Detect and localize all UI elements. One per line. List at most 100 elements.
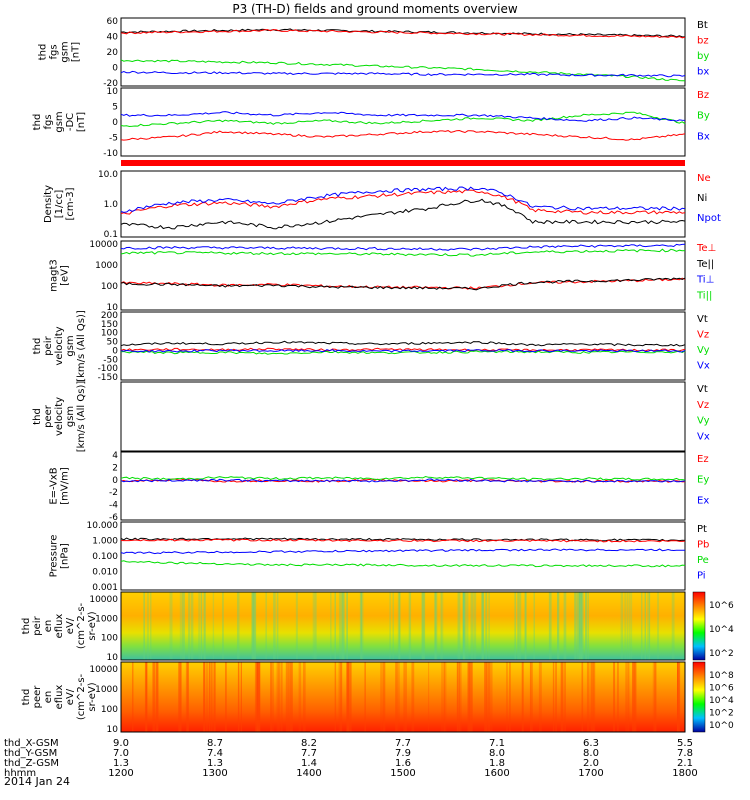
fgs_dc-legend-Bx: Bx (697, 131, 710, 142)
electron_spec-spectrogram-stripe (298, 662, 302, 732)
ion_spec-spectrogram-stripe (343, 592, 345, 660)
ion_velocity-series-Vt (120, 340, 686, 347)
ion_spec-ytick: 1000 (95, 614, 118, 624)
temperature-ytick: 1000 (95, 261, 118, 271)
x-row-value: 1400 (296, 768, 321, 779)
ion_spec-spectrogram-stripe (466, 592, 469, 660)
ion_spec-spectrogram-stripe (557, 592, 560, 660)
ion_spec-spectrogram-stripe (581, 592, 584, 660)
x-row-value: 6.3 (583, 738, 599, 749)
electron_spec-spectrogram-stripe (237, 662, 240, 732)
ion_spec-spectrogram-stripe (236, 592, 240, 660)
x-row-label: hhmm (4, 768, 36, 779)
ion_spec-spectrogram-stripe (334, 592, 336, 660)
fgs_total-ytick: 0 (112, 64, 118, 74)
electron_velocity-legend-Vy: Vy (697, 416, 710, 427)
pressure-legend-Pi: Pi (697, 571, 706, 582)
electron_spec-ytick: 100 (101, 705, 118, 715)
ion_spec-spectrogram-stripe (190, 592, 194, 660)
electron_spec-spectrogram-stripe (383, 662, 386, 732)
efield-ytick: 4 (112, 451, 118, 461)
fgs_total-legend-bx: bx (697, 67, 709, 78)
ion_velocity-frame (120, 311, 686, 381)
ion_spec-spectrogram-stripe (203, 592, 206, 660)
ion_spec-spectrogram-stripe (330, 592, 332, 660)
ion_velocity-ytick: -50 (103, 355, 118, 365)
pressure-legend-Pb: Pb (697, 540, 709, 551)
electron_spec-spectrogram-stripe (443, 662, 445, 732)
electron_spec-colorbar (692, 661, 706, 733)
electron_spec-ylabel: en (43, 691, 54, 704)
electron_spec-spectrogram-stripe (403, 662, 405, 732)
fgs_dc-ylabel: thd (32, 114, 43, 131)
fgs_total-frame (120, 17, 686, 87)
ion_velocity-ytick: 200 (101, 311, 118, 321)
efield-series-Ex (120, 478, 686, 483)
fgs_total-legend-bz: bz (697, 36, 709, 47)
ion_velocity-ytick: -150 (98, 373, 119, 383)
electron_spec-spectrogram-stripe (240, 662, 242, 732)
electron_velocity-ylabel: peer (43, 404, 54, 428)
electron_spec-spectrogram-stripe (677, 662, 681, 732)
panel-electron_spec (120, 661, 706, 733)
electron_spec-spectrogram-stripe (555, 662, 557, 732)
temperature-frame (120, 240, 686, 311)
ion_spec-spectrogram-stripe (628, 592, 631, 660)
ion_spec-spectrogram-stripe (424, 592, 426, 660)
ion_spec-spectrogram-stripe (640, 592, 643, 660)
plot-title: P3 (TH-D) fields and ground moments over… (232, 2, 517, 16)
ion_spec-spectrogram-stripe (360, 592, 362, 660)
ion_spec-spectrogram-stripe (579, 592, 583, 660)
ion_spec-ylabel: (cm^2-s- (76, 602, 87, 649)
ion_spec-spectrogram-stripe (576, 592, 580, 660)
density-series-Ne (120, 189, 686, 215)
fgs_dc-ytick: -10 (103, 149, 118, 159)
ion_spec-spectrogram-stripe (251, 592, 255, 660)
electron_spec-spectrogram-stripe (509, 662, 511, 732)
x-row-value: 1500 (390, 768, 415, 779)
ion_spec-spectrogram-stripe (273, 592, 276, 660)
ion_spec-spectrogram-stripe (313, 592, 316, 660)
ion_spec-frame (120, 591, 686, 661)
x-row-value: 1.3 (207, 758, 223, 769)
fgs_total-legend-Bt: Bt (697, 20, 708, 31)
temperature-legend-Te⊥: Te⊥ (696, 243, 716, 254)
ion_spec-spectrogram-stripe (397, 592, 401, 660)
density-frame (120, 170, 686, 238)
ion_spec-spectrogram-stripe (441, 592, 444, 660)
temperature-series-Te|| (120, 277, 686, 291)
fgs_total-series-bz (120, 29, 686, 39)
ion_spec-spectrogram-stripe (473, 592, 477, 660)
x-row-value: 7.0 (113, 748, 129, 759)
electron_spec-frame (120, 661, 686, 733)
density-ylabel: [1/cc] (54, 190, 65, 219)
electron_spec-spectrogram-stripe (552, 662, 555, 732)
electron_spec-spectrogram-stripe (179, 662, 182, 732)
ion_velocity-ylabel: [km/s (All Qs)] (76, 310, 87, 382)
x-row-value: 8.0 (583, 748, 599, 759)
ion_spec-spectrogram-stripe (630, 592, 633, 660)
electron_spec-ylabel: (cm^2-s- (76, 673, 87, 720)
electron_spec-spectrogram-stripe (593, 662, 596, 732)
ion_spec-colorbar-tick: 10^6 (709, 601, 734, 611)
ion_spec-spectrogram-stripe (346, 592, 348, 660)
electron_spec-spectrogram-stripe (347, 662, 350, 732)
ion_velocity-ytick: 100 (101, 329, 118, 339)
electron_spec-spectrogram-stripe (156, 662, 159, 732)
pressure-legend-Pe: Pe (697, 555, 709, 566)
electron_spec-spectrogram-stripe (350, 662, 352, 732)
electron_spec-spectrogram-stripe (538, 662, 542, 732)
electron_spec-spectrogram-stripe (564, 662, 566, 732)
ion_spec-spectrogram-stripe (146, 592, 149, 660)
ion_spec-spectrogram-stripe (648, 592, 651, 660)
x-row-value: 5.5 (677, 738, 693, 749)
fgs_total-ylabel: [nT] (71, 42, 82, 62)
ion_spec-spectrogram-stripe (563, 592, 567, 660)
ion_velocity-series-Vx (120, 349, 686, 353)
electron_spec-spectrogram-stripe (633, 662, 637, 732)
panel-fgs_total (120, 17, 686, 87)
pressure-ytick: 10.000 (87, 521, 119, 531)
ion_spec-ytick: 10000 (89, 595, 118, 605)
electron_spec-spectrogram-stripe (617, 662, 619, 732)
x-row-value: 8.0 (489, 748, 505, 759)
